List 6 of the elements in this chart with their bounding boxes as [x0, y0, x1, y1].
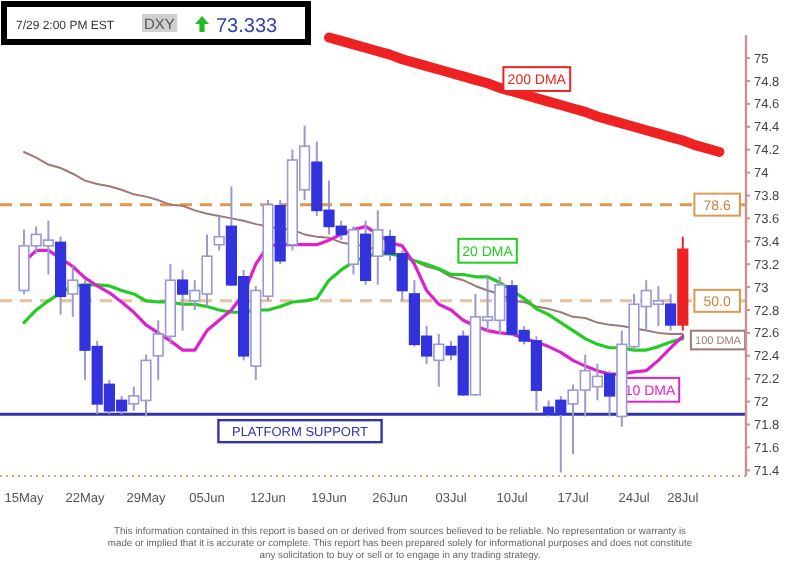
- candlestick: [67, 265, 79, 318]
- candlestick: [372, 209, 384, 286]
- candlestick: [213, 215, 225, 252]
- candlestick: [433, 333, 445, 388]
- candlestick: [347, 225, 359, 276]
- annotation: 73.333: [216, 16, 279, 38]
